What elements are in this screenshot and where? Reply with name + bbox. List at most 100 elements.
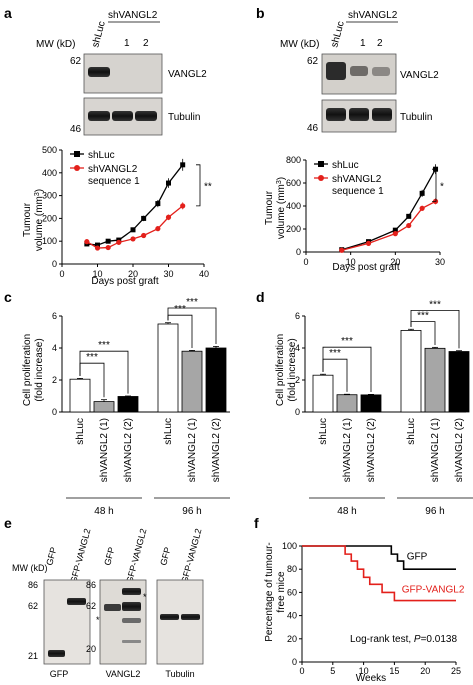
- chart-f: Percentage of tumour- free mice Weeks Lo…: [264, 541, 465, 684]
- data-point: [155, 201, 161, 207]
- legend-label-seq1: sequence 1: [88, 176, 140, 187]
- y-tick-label: 0: [52, 259, 57, 269]
- blot-e2-name: VANGL2: [106, 669, 141, 679]
- bar-1: [336, 394, 358, 413]
- blot-a-mw-62: 62: [70, 56, 82, 67]
- series-label-gfp: GFP: [407, 551, 428, 562]
- blot-e-mw-label: MW (kD): [12, 563, 48, 573]
- group-label: 48 h: [94, 506, 113, 517]
- blot-e1-mw-21: 21: [28, 651, 38, 661]
- x-tick-label: 0: [303, 257, 308, 267]
- data-point: [141, 215, 147, 221]
- group-label: 96 h: [425, 506, 444, 517]
- blot-a-lane-1: 1: [124, 38, 130, 49]
- y-tick-label: 100: [42, 236, 57, 246]
- significance-label: **: [204, 181, 212, 192]
- blot-b-tubulin-band-2: [349, 108, 369, 121]
- data-point: [365, 240, 372, 246]
- category-label: shVANGL2 (2): [123, 418, 134, 482]
- significance-label: ***: [174, 304, 186, 315]
- data-point: [339, 247, 345, 253]
- significance-label: ***: [186, 297, 198, 308]
- chart-d-ylabel-2: (fold increase): [287, 338, 298, 401]
- group-label: 96 h: [182, 506, 201, 517]
- blot-a-tubulin-label: Tubulin: [168, 112, 200, 123]
- category-label: shVANGL2 (2): [211, 418, 222, 482]
- blot-b-tubulin-band-3: [372, 108, 392, 121]
- significance-bracket: [167, 307, 217, 344]
- chart-f-xlabel: Weeks: [356, 673, 386, 684]
- blot-e2-lane-gfpv: GFP-VANGL2: [124, 527, 148, 584]
- blot-e2-band-2b: [122, 602, 141, 611]
- blot-e1-band-gfp: [48, 650, 65, 657]
- blot-a-vangl2-membrane: [83, 53, 163, 94]
- y-tick-label: 4: [295, 343, 300, 353]
- data-point: [392, 227, 398, 233]
- chart-b-ylabel-1: Tumour: [264, 190, 275, 225]
- y-tick-label: 0: [296, 247, 301, 257]
- chart-a-ylabel-1: Tumour: [22, 202, 33, 237]
- legend-marker-shluc: [74, 151, 80, 157]
- bar-1: [93, 401, 115, 413]
- x-tick-label: 25: [451, 666, 461, 676]
- data-point: [419, 205, 425, 211]
- category-label: shLuc: [406, 418, 417, 445]
- bar-4: [181, 350, 203, 413]
- series-label-gfp-vangl2: GFP-VANGL2: [402, 585, 465, 596]
- data-point: [155, 226, 161, 232]
- blot-b-lane-1: 1: [360, 38, 366, 49]
- blot-e2-mw-20: 20: [86, 644, 96, 654]
- blot-a-vangl2-band: [88, 67, 110, 77]
- y-tick-label: 400: [42, 168, 57, 178]
- bar-5: [448, 351, 470, 413]
- significance-bracket: [196, 164, 201, 207]
- blot-e1-lane-gfp: GFP: [44, 546, 58, 566]
- data-point: [180, 162, 186, 168]
- legend-label-seq1: sequence 1: [332, 186, 384, 197]
- data-point: [165, 214, 172, 220]
- category-label: shVANGL2 (2): [366, 418, 377, 482]
- y-tick-label: 4: [52, 343, 57, 353]
- y-tick-label: 300: [42, 191, 57, 201]
- chart-b: Tumour volume (mm3) Days post graft 0200…: [264, 155, 445, 273]
- legend-label-shvangl2: shVANGL2: [88, 164, 138, 175]
- data-point: [105, 238, 111, 244]
- chart-a-xlabel: Days post graft: [91, 276, 158, 287]
- blot-e-left-star: *: [96, 615, 100, 625]
- x-tick-label: 10: [92, 269, 102, 279]
- blot-e2-band-3: [122, 618, 141, 623]
- y-tick-label: 0: [295, 407, 300, 417]
- significance-label: ***: [329, 348, 341, 359]
- panel-label-f: f: [254, 515, 259, 531]
- x-tick-label: 20: [420, 666, 430, 676]
- chart-c-ylabel-2: (fold increase): [34, 338, 45, 401]
- y-tick-label: 6: [52, 311, 57, 321]
- category-label: shLuc: [75, 418, 86, 445]
- blot-b-lane-2: 2: [377, 38, 383, 49]
- blot-e3-lane-gfp: GFP: [158, 546, 172, 566]
- category-label: shVANGL2 (1): [187, 418, 198, 482]
- blot-e3-membrane: [156, 579, 204, 665]
- category-label: shVANGL2 (1): [430, 418, 441, 482]
- blot-b-group-label: shVANGL2: [348, 10, 398, 21]
- survival-curve-0: [302, 545, 456, 571]
- blot-b-lane-shluc: shLuc: [329, 20, 347, 49]
- blot-e2-mw-62: 62: [86, 601, 96, 611]
- group-label: 48 h: [337, 506, 356, 517]
- chart-d: Cell proliferation (fold increase) 0 2 4 6 s…: [275, 299, 473, 517]
- legend-label-shluc: shLuc: [332, 160, 359, 171]
- y-tick-label: 800: [286, 155, 301, 165]
- x-tick-label: 15: [389, 666, 399, 676]
- legend-marker-shvangl2: [74, 165, 80, 171]
- blot-b-mw-46: 46: [307, 123, 319, 134]
- blot-b-tubulin-band-1: [326, 108, 346, 121]
- significance-bracket: [432, 168, 437, 202]
- blot-e1-mw-62: 62: [28, 601, 38, 611]
- blot-b-vangl2-label: VANGL2: [400, 70, 439, 81]
- data-point: [105, 244, 111, 251]
- legend-marker-shvangl2: [318, 175, 324, 181]
- data-point: [180, 203, 186, 209]
- blot-b-mw-label: MW (kD): [280, 39, 319, 50]
- category-label: shVANGL2 (2): [454, 418, 465, 482]
